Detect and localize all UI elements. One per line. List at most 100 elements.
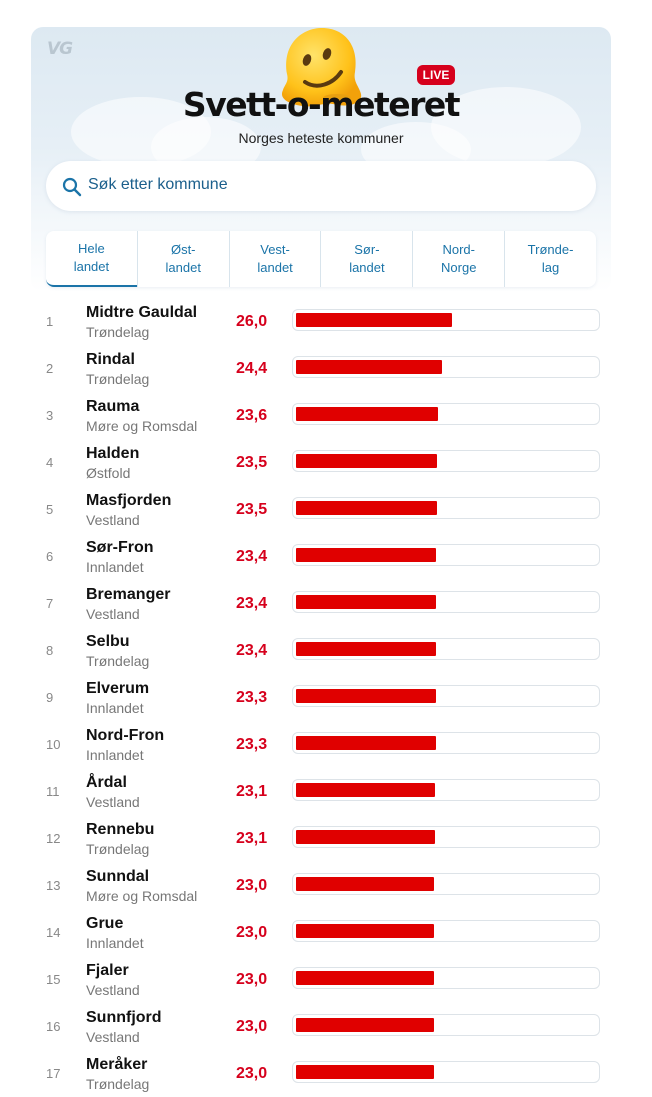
temperature-bar-track (292, 638, 600, 660)
list-item[interactable]: 10 Nord-Fron Innlandet 23,3 (0, 720, 652, 767)
temperature-bar-fill (296, 971, 434, 985)
list-item[interactable]: 2 Rindal Trøndelag 24,4 (0, 344, 652, 391)
tab-ostlandet[interactable]: Øst- landet (136, 231, 229, 287)
live-badge: LIVE (417, 65, 455, 85)
tab-label: Trønde- lag (527, 242, 574, 275)
temperature-bar-fill (296, 407, 438, 421)
list-item[interactable]: 16 Sunnfjord Vestland 23,0 (0, 1002, 652, 1049)
region-name: Vestland (86, 512, 140, 528)
temperature-bar-track (292, 309, 600, 331)
temperature-bar-track (292, 873, 600, 895)
temperature-value: 26,0 (236, 313, 268, 330)
list-item[interactable]: 1 Midtre Gauldal Trøndelag 26,0 (0, 297, 652, 344)
list-item[interactable]: 8 Selbu Trøndelag 23,4 (0, 626, 652, 673)
municipality-name: Halden (86, 445, 140, 462)
temperature-value: 23,0 (236, 971, 268, 988)
temperature-bar-track (292, 1014, 600, 1036)
region-name: Trøndelag (86, 1076, 150, 1092)
municipality-name: Midtre Gauldal (86, 304, 198, 321)
list-item[interactable]: 11 Årdal Vestland 23,1 (0, 767, 652, 814)
municipality-name: Meråker (86, 1056, 148, 1073)
municipality-name: Selbu (86, 633, 130, 650)
rank-number: 6 (46, 549, 54, 564)
rank-number: 5 (46, 502, 54, 517)
list-item[interactable]: 12 Rennebu Trøndelag 23,1 (0, 814, 652, 861)
temperature-bar-track (292, 544, 600, 566)
list-item[interactable]: 14 Grue Innlandet 23,0 (0, 908, 652, 955)
list-item[interactable]: 3 Rauma Møre og Romsdal 23,6 (0, 391, 652, 438)
municipality-name: Grue (86, 915, 124, 932)
temperature-bar-track (292, 826, 600, 848)
rank-number: 4 (46, 455, 54, 470)
temperature-bar-track (292, 1061, 600, 1083)
region-name: Trøndelag (86, 841, 150, 857)
temperature-value: 23,4 (236, 642, 268, 659)
list-item[interactable]: 17 Meråker Trøndelag 23,0 (0, 1049, 652, 1096)
temperature-bar-track (292, 356, 600, 378)
rank-number: 12 (46, 831, 61, 846)
list-item[interactable]: 9 Elverum Innlandet 23,3 (0, 673, 652, 720)
region-name: Innlandet (86, 935, 144, 951)
temperature-bar-track (292, 732, 600, 754)
temperature-bar-fill (296, 689, 436, 703)
temperature-bar-fill (296, 454, 437, 468)
temperature-value: 23,4 (236, 595, 268, 612)
temperature-bar-track (292, 967, 600, 989)
region-name: Innlandet (86, 700, 144, 716)
tab-vestlandet[interactable]: Vest- landet (228, 231, 321, 287)
municipality-name: Sunndal (86, 868, 150, 885)
rank-number: 16 (46, 1019, 61, 1034)
tab-label: Nord- Norge (441, 242, 477, 275)
temperature-bar-fill (296, 736, 436, 750)
rank-number: 10 (46, 737, 61, 752)
municipality-name: Nord-Fron (86, 727, 165, 744)
temperature-bar-fill (296, 313, 452, 327)
municipality-name: Masfjorden (86, 492, 172, 509)
search-input[interactable]: Søk etter kommune (88, 176, 228, 193)
search-field[interactable]: Søk etter kommune (46, 161, 596, 211)
tab-sorlandet[interactable]: Sør- landet (320, 231, 412, 287)
temperature-bar-track (292, 497, 600, 519)
region-name: Vestland (86, 606, 140, 622)
municipality-name: Elverum (86, 680, 150, 697)
temperature-bar-fill (296, 877, 434, 891)
region-name: Innlandet (86, 559, 144, 575)
list-item[interactable]: 7 Bremanger Vestland 23,4 (0, 579, 652, 626)
tab-trondelag[interactable]: Trønde- lag (504, 231, 596, 287)
temperature-value: 23,6 (236, 407, 268, 424)
temperature-value: 23,1 (236, 830, 268, 847)
temperature-bar-track (292, 920, 600, 942)
temperature-bar-fill (296, 1065, 434, 1079)
list-item[interactable]: 5 Masfjorden Vestland 23,5 (0, 485, 652, 532)
region-name: Trøndelag (86, 653, 150, 669)
temperature-value: 23,0 (236, 1065, 268, 1082)
municipality-name: Rennebu (86, 821, 155, 838)
rank-number: 7 (46, 596, 54, 611)
temperature-value: 23,0 (236, 1018, 268, 1035)
rank-number: 13 (46, 878, 61, 893)
temperature-bar-fill (296, 501, 437, 515)
municipality-name: Årdal (86, 774, 127, 791)
tab-label: Vest- landet (257, 242, 293, 275)
list-item[interactable]: 4 Halden Østfold 23,5 (0, 438, 652, 485)
list-item[interactable]: 6 Sør-Fron Innlandet 23,4 (0, 532, 652, 579)
region-name: Møre og Romsdal (86, 418, 198, 434)
region-name: Østfold (86, 465, 131, 481)
temperature-bar-track (292, 779, 600, 801)
municipality-name: Bremanger (86, 586, 171, 603)
region-name: Trøndelag (86, 324, 150, 340)
region-name: Vestland (86, 794, 140, 810)
region-name: Møre og Romsdal (86, 888, 198, 904)
temperature-bar-fill (296, 783, 435, 797)
temperature-value: 23,0 (236, 924, 268, 941)
list-item[interactable]: 15 Fjaler Vestland 23,0 (0, 955, 652, 1002)
tab-nord-norge[interactable]: Nord- Norge (412, 231, 504, 287)
list-item[interactable]: 13 Sunndal Møre og Romsdal 23,0 (0, 861, 652, 908)
vg-logo[interactable]: VG (47, 39, 73, 59)
temperature-bar-fill (296, 595, 436, 609)
tab-label: Hele landet (73, 241, 110, 274)
temperature-bar-fill (296, 1018, 434, 1032)
tab-hele-landet[interactable]: Hele landet (46, 231, 137, 287)
rank-number: 2 (46, 361, 54, 376)
region-name: Trøndelag (86, 371, 150, 387)
